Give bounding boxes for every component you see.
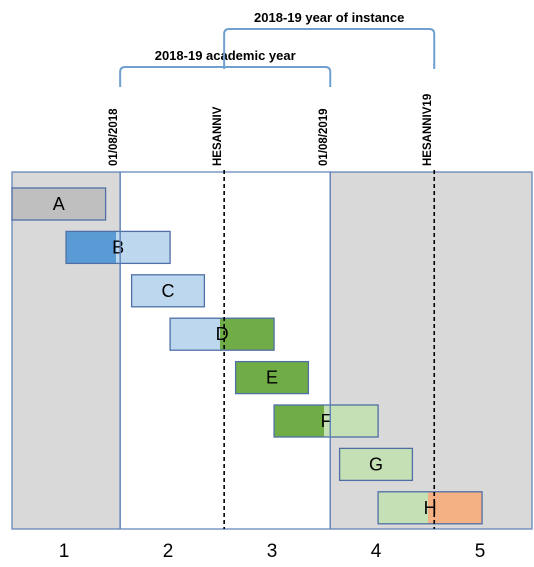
bar-segment	[378, 491, 428, 524]
bar-outline	[130, 274, 206, 308]
bar-label: G	[369, 454, 383, 474]
bar-segment	[116, 231, 171, 264]
marker-label: 01/08/2018	[108, 108, 120, 166]
bar-outline	[338, 447, 414, 482]
bar-a: A	[11, 187, 107, 221]
bar-label: A	[53, 194, 65, 214]
bar-b: B	[65, 230, 171, 265]
column-number: 1	[59, 541, 70, 562]
bar-outline	[234, 360, 310, 395]
marker-label: HESANNIV	[212, 106, 224, 166]
column-number: 2	[163, 541, 174, 562]
bar-label: F	[321, 411, 332, 431]
bar-segment	[339, 448, 413, 481]
bar-c: C	[130, 274, 206, 308]
marker-label: 01/08/2019	[318, 108, 330, 166]
bar-f: F	[273, 404, 379, 438]
bar-segment	[428, 491, 483, 524]
bar-segment	[324, 405, 379, 437]
bar-segment	[274, 405, 324, 437]
academic-year-bracket	[119, 66, 332, 87]
bar-outline	[377, 491, 483, 525]
column-number: 3	[267, 541, 278, 562]
bar-segment	[220, 318, 275, 351]
column-number: 4	[371, 541, 382, 562]
marker-label: HESANNIV19	[422, 94, 434, 166]
bar-e: E	[234, 360, 310, 395]
bar-label: H	[424, 498, 437, 518]
bar-g: G	[338, 447, 414, 482]
bar-d: D	[169, 317, 275, 351]
bar-label: D	[216, 324, 229, 344]
bar-segment	[131, 274, 205, 307]
bar-label: E	[266, 368, 278, 388]
bar-segment	[235, 361, 309, 394]
year-of-instance-bracket	[223, 28, 436, 69]
bar-h: H	[377, 491, 483, 525]
bar-outline	[65, 230, 171, 265]
bar-label: C	[162, 281, 175, 301]
year-of-instance-bracket-label: 2018-19 year of instance	[254, 10, 404, 25]
bar-segment	[170, 318, 220, 351]
plot-border	[11, 171, 533, 530]
bar-outline	[11, 187, 107, 221]
grey-zone-before	[12, 172, 121, 529]
column-number: 5	[475, 541, 486, 562]
bar-outline	[169, 317, 275, 351]
academic-year-bracket-label: 2018-19 academic year	[155, 48, 296, 63]
bar-segment	[66, 231, 116, 264]
bar-label: B	[112, 237, 124, 257]
bar-outline	[273, 404, 379, 438]
bar-segment	[12, 188, 106, 220]
